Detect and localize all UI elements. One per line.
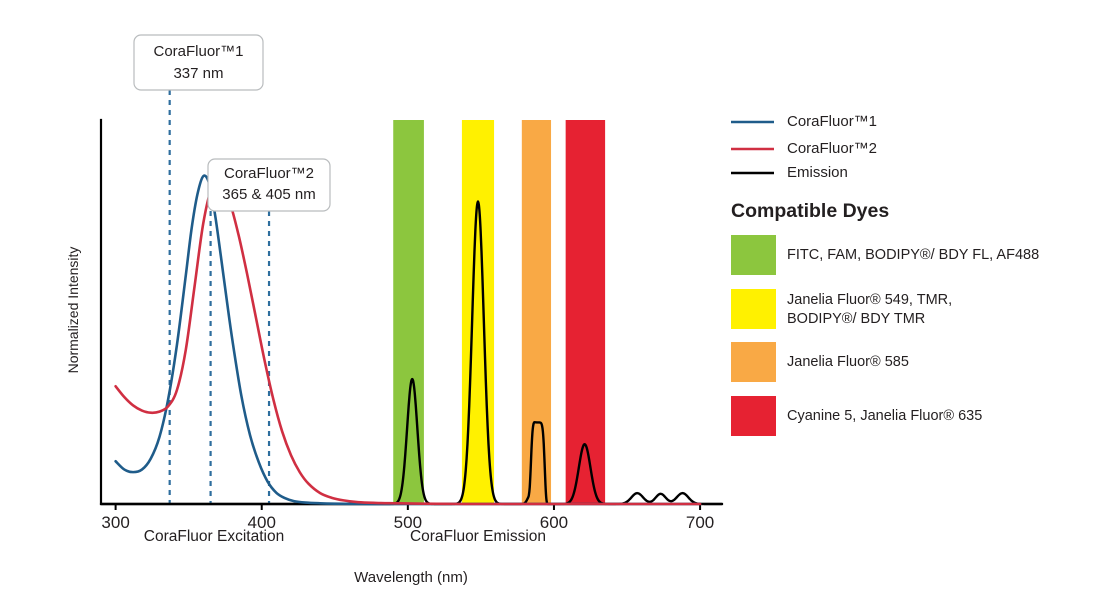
dye-swatch [731,396,776,436]
dye-swatch [731,235,776,275]
series-legend: CoraFluor™1 CoraFluor™2 Emission [731,113,877,181]
x-tick-label: 600 [540,513,568,532]
corafluor1-callout-line2: 337 nm [173,65,223,82]
dye-swatch [731,289,776,329]
corafluor1-callout: CoraFluor™1 337 nm [133,34,264,91]
x-tick-label: 300 [101,513,129,532]
dye-label: Janelia Fluor® 549, TMR, [787,292,952,308]
corafluor1-excitation-curve [114,174,702,506]
x-axis-title: Wavelength (nm) [354,569,468,586]
y-axis-title: Normalized Intensity [65,247,81,374]
legend-label: CoraFluor™2 [787,140,877,157]
red-band [565,120,606,504]
x-tick-label: 400 [248,513,276,532]
orange-band [521,120,552,504]
excitation-guide-lines [168,90,271,504]
x-axis-tick-labels: 300 400 500 600 700 [101,513,714,532]
corafluor1-callout-box [133,34,264,91]
compatible-dyes-heading: Compatible Dyes [731,200,889,222]
dye-label: BODIPY®/ BDY TMR [787,311,925,327]
corafluor2-callout-line1: CoraFluor™2 [224,165,314,182]
legend-label: CoraFluor™1 [787,113,877,130]
dye-label: FITC, FAM, BODIPY®/ BDY FL, AF488 [787,247,1039,263]
dye-label: Janelia Fluor® 585 [787,354,909,370]
x-tick-label: 500 [394,513,422,532]
dye-label: Cyanine 5, Janelia Fluor® 635 [787,408,982,424]
corafluor2-callout: CoraFluor™2 365 & 405 nm [207,158,331,212]
compatible-dyes-list: FITC, FAM, BODIPY®/ BDY FL, AF488 Janelia… [731,235,1039,436]
dye-swatch [731,342,776,382]
corafluor2-callout-line2: 365 & 405 nm [222,186,315,203]
corafluor1-callout-line1: CoraFluor™1 [153,43,243,60]
x-tick-label: 700 [686,513,714,532]
region-label-emission: CoraFluor Emission [410,528,546,545]
corafluor2-callout-box [207,158,331,212]
legend-label: Emission [787,164,848,181]
emission-bands [393,120,606,504]
region-label-excitation: CoraFluor Excitation [144,528,284,545]
corafluor2-excitation-curve [114,180,702,506]
